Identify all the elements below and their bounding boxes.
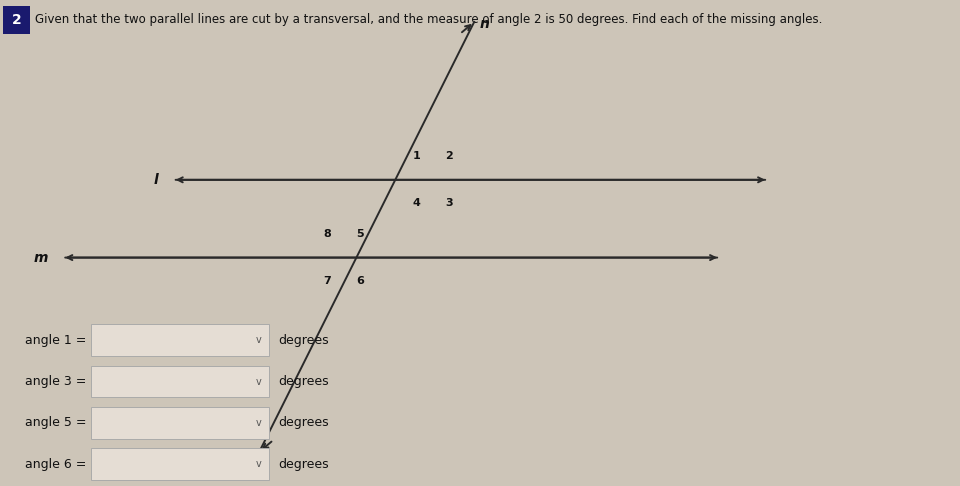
Text: degrees: degrees	[278, 375, 329, 388]
Text: l: l	[154, 173, 158, 187]
Text: 1: 1	[413, 152, 420, 161]
Text: angle 1 =: angle 1 =	[25, 334, 86, 347]
FancyBboxPatch shape	[3, 6, 30, 34]
Text: 7: 7	[324, 276, 331, 286]
Text: 5: 5	[356, 229, 364, 239]
Text: degrees: degrees	[278, 458, 329, 470]
Text: degrees: degrees	[278, 417, 329, 429]
Text: v: v	[255, 418, 261, 428]
Text: 4: 4	[413, 198, 420, 208]
Text: angle 6 =: angle 6 =	[25, 458, 86, 470]
Text: v: v	[255, 459, 261, 469]
FancyBboxPatch shape	[91, 325, 269, 356]
Text: v: v	[255, 335, 261, 345]
FancyBboxPatch shape	[91, 366, 269, 398]
Text: angle 5 =: angle 5 =	[25, 417, 86, 429]
Text: n: n	[480, 17, 490, 31]
Text: v: v	[255, 377, 261, 386]
Text: 6: 6	[356, 276, 364, 286]
FancyBboxPatch shape	[91, 407, 269, 439]
Text: Given that the two parallel lines are cut by a transversal, and the measure of a: Given that the two parallel lines are cu…	[35, 14, 822, 26]
Text: 2: 2	[445, 152, 453, 161]
Text: 8: 8	[324, 229, 331, 239]
Text: 2: 2	[12, 13, 21, 27]
Text: degrees: degrees	[278, 334, 329, 347]
Text: m: m	[34, 251, 48, 264]
Text: angle 3 =: angle 3 =	[25, 375, 86, 388]
FancyBboxPatch shape	[91, 448, 269, 480]
Text: 3: 3	[445, 198, 453, 208]
